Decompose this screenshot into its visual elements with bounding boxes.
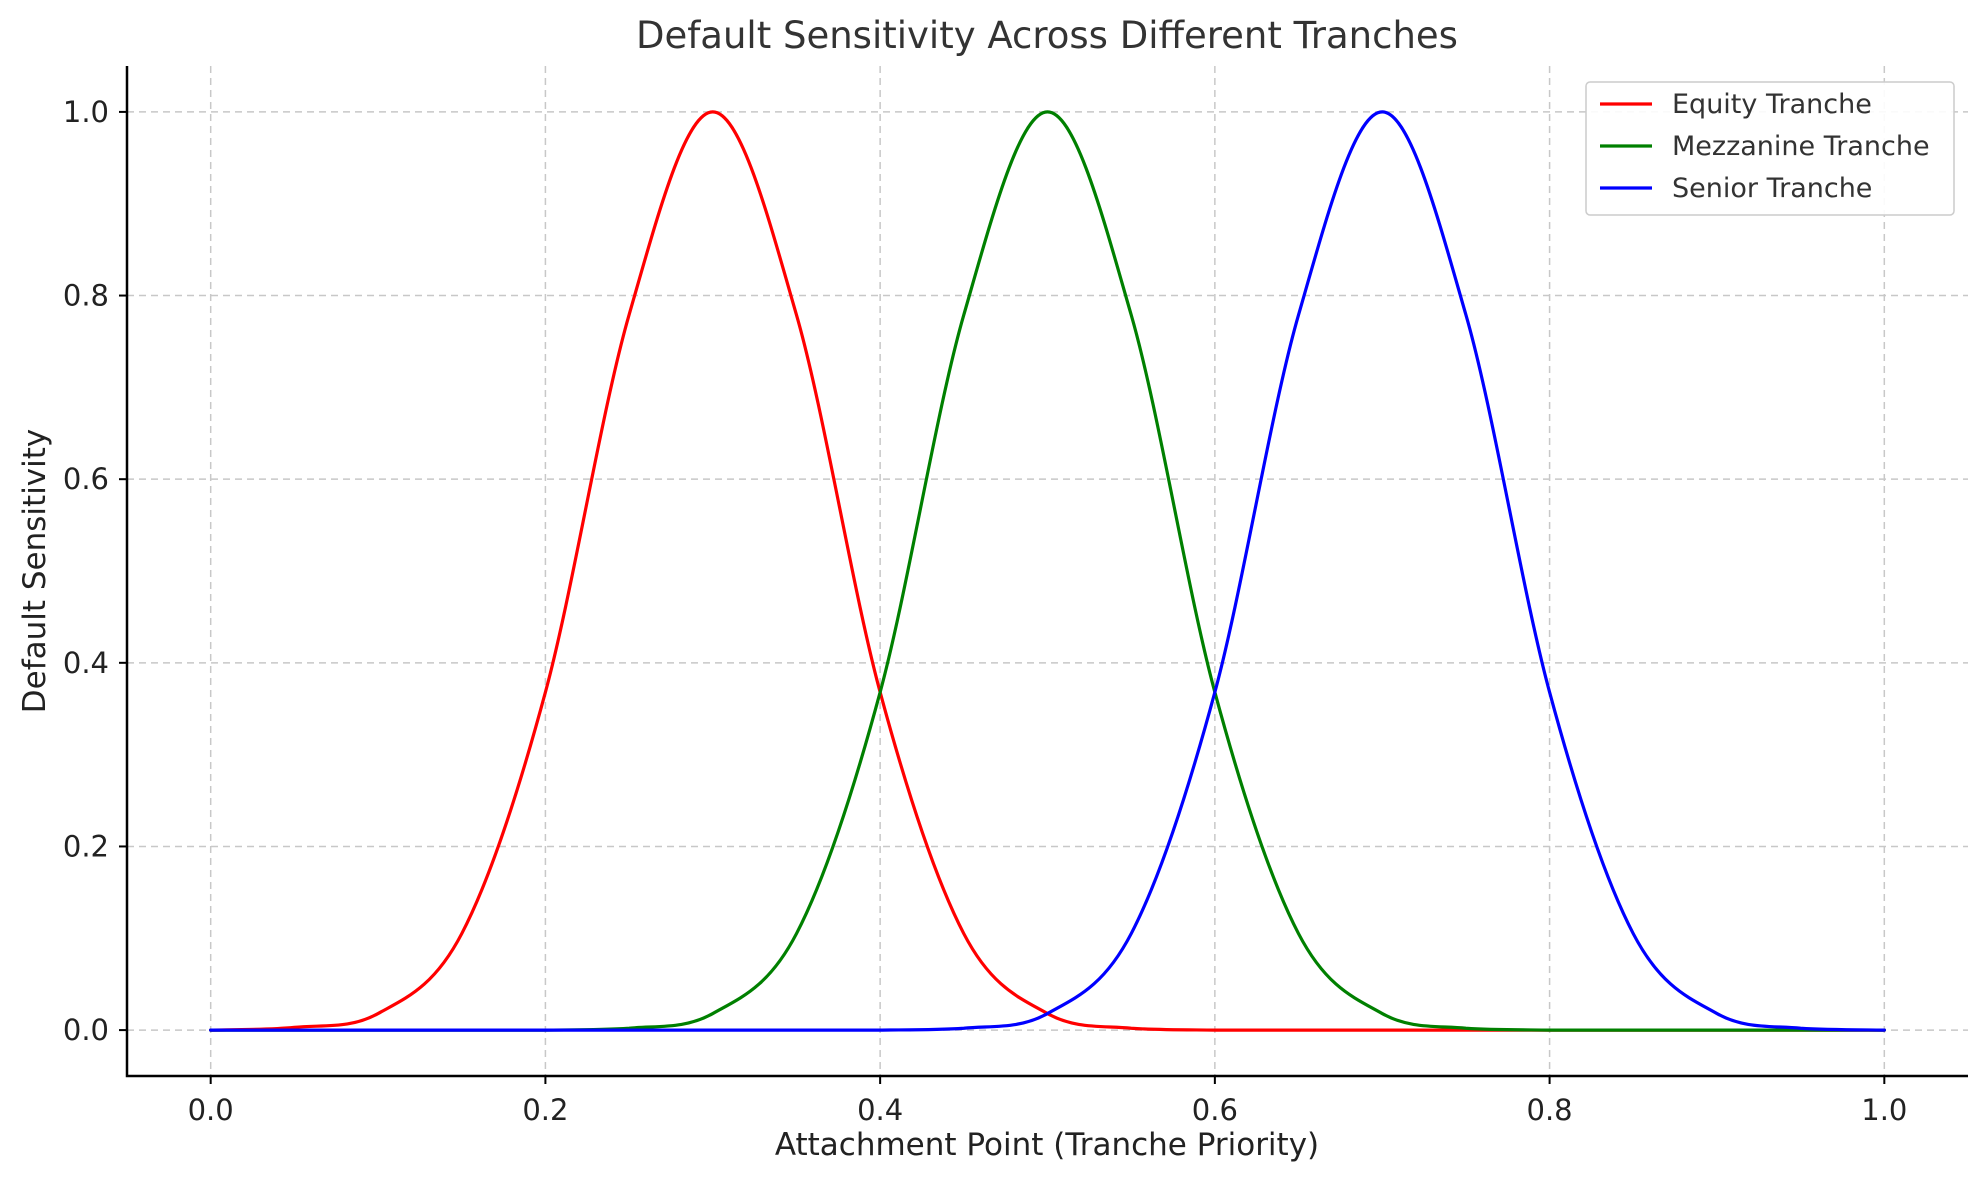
senior-tranche-line (209, 110, 1886, 1032)
y-tick-label: 0.2 (63, 829, 109, 863)
x-axis-label: Attachment Point (Tranche Priority) (775, 1127, 1319, 1163)
x-tick-label: 0.8 (1527, 1093, 1573, 1127)
y-tick-label: 0.4 (63, 646, 109, 680)
legend-label-senior-tranche: Senior Tranche (1672, 173, 1872, 204)
x-tick-label: 0.4 (857, 1093, 903, 1127)
series-lines (209, 110, 1886, 1032)
legend: Equity Tranche Mezzanine Tranche Senior Tr… (1585, 81, 1955, 216)
axis-spines (125, 66, 1968, 1078)
y-tick-label: 0.6 (63, 462, 109, 496)
chart-title: Default Sensitivity Across Different Tra… (636, 14, 1458, 57)
y-tick-label: 0.8 (63, 279, 109, 313)
x-tick-label: 1.0 (1861, 1093, 1907, 1127)
y-tick-label: 0.0 (63, 1013, 109, 1047)
x-tick-label: 0.0 (188, 1093, 234, 1127)
mezzanine-tranche-line (209, 110, 1886, 1032)
x-tick-label: 0.6 (1192, 1093, 1238, 1127)
legend-label-equity-tranche: Equity Tranche (1672, 89, 1872, 120)
grid (127, 66, 1968, 1076)
x-tick-label: 0.2 (522, 1093, 568, 1127)
y-axis-label: Default Sensitivity (17, 429, 53, 714)
equity-tranche-line (209, 110, 1886, 1032)
legend-label-mezzanine-tranche: Mezzanine Tranche (1672, 131, 1930, 162)
y-tick-label: 1.0 (63, 95, 109, 129)
axes (125, 66, 1968, 1078)
ticks: 0.0 0.2 0.4 0.6 0.8 1.0 0.0 0.2 0.4 0.6 0.8 1.0 (63, 95, 1908, 1127)
legend-box (1585, 81, 1955, 216)
